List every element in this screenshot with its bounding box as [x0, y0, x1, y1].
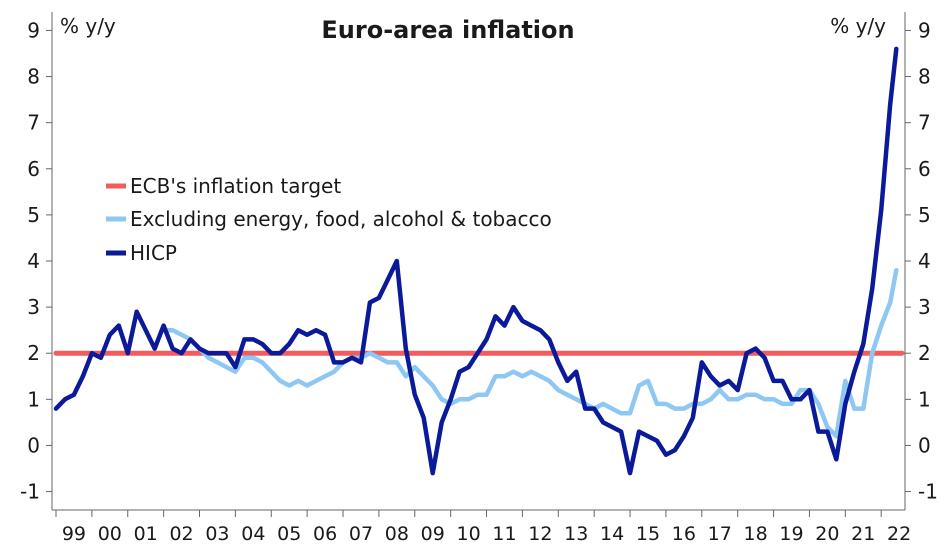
xtick-label: 15 — [636, 523, 660, 545]
xtick-label: 21 — [851, 523, 875, 545]
left-ytick-label: 8 — [27, 65, 40, 89]
series-layer — [53, 46, 905, 476]
xtick-label: 17 — [708, 523, 732, 545]
legend-label: ECB's inflation target — [130, 174, 341, 198]
xtick-label: 04 — [241, 523, 265, 545]
series-line-core — [161, 267, 899, 439]
xtick-label: 10 — [457, 523, 481, 545]
xtick-label: 05 — [277, 523, 301, 545]
chart-title: Euro-area inflation — [321, 16, 574, 44]
left-ytick-label: 5 — [27, 203, 40, 227]
left-ytick-label: 2 — [27, 341, 40, 365]
xtick-label: 22 — [887, 523, 911, 545]
right-ytick-label: 8 — [918, 65, 931, 89]
xtick-label: 14 — [600, 523, 624, 545]
left-ytick-label: 6 — [27, 157, 40, 181]
legend: ECB's inflation target Excluding energy, … — [106, 174, 552, 265]
left-ytick-label: 1 — [27, 387, 40, 411]
xtick-label: 19 — [779, 523, 803, 545]
xtick-label: 02 — [169, 523, 193, 545]
series-line-hicp — [53, 46, 899, 476]
left-ytick-label: 3 — [27, 295, 40, 319]
right-ytick-label: 5 — [918, 203, 931, 227]
right-ytick-label: -1 — [918, 480, 938, 504]
right-ytick-label: 4 — [918, 249, 931, 273]
xtick-label: 20 — [815, 523, 839, 545]
left-unit-label: % y/y — [60, 14, 116, 38]
axis-ticks: -1 -10 01 12 23 34 45 56 67 78 89 999 00 01 02 03 04 05 06… — [20, 18, 938, 545]
left-ytick-label: 9 — [27, 18, 40, 42]
left-ytick-label: 0 — [27, 433, 40, 457]
right-ytick-label: 1 — [918, 387, 931, 411]
xtick-label: 18 — [744, 523, 768, 545]
xtick-label: 09 — [421, 523, 445, 545]
xtick-label: 08 — [385, 523, 409, 545]
xtick-label: 00 — [98, 523, 122, 545]
right-ytick-label: 6 — [918, 157, 931, 181]
left-ytick-label: -1 — [20, 480, 40, 504]
left-ytick-label: 7 — [27, 111, 40, 135]
right-ytick-label: 3 — [918, 295, 931, 319]
xtick-label: 16 — [672, 523, 696, 545]
xtick-label: 06 — [313, 523, 337, 545]
right-unit-label: % y/y — [830, 14, 886, 38]
legend-label: HICP — [130, 241, 177, 265]
right-ytick-label: 2 — [918, 341, 931, 365]
xtick-label: 12 — [528, 523, 552, 545]
xtick-label: 99 — [62, 523, 86, 545]
right-ytick-label: 0 — [918, 433, 931, 457]
legend-label: Excluding energy, food, alcohol & tobacc… — [130, 207, 552, 231]
left-ytick-label: 4 — [27, 249, 40, 273]
right-ytick-label: 9 — [918, 18, 931, 42]
xtick-label: 13 — [564, 523, 588, 545]
xtick-label: 11 — [492, 523, 516, 545]
xtick-label: 01 — [134, 523, 158, 545]
xtick-label: 07 — [349, 523, 373, 545]
xtick-label: 03 — [205, 523, 229, 545]
right-ytick-label: 7 — [918, 111, 931, 135]
